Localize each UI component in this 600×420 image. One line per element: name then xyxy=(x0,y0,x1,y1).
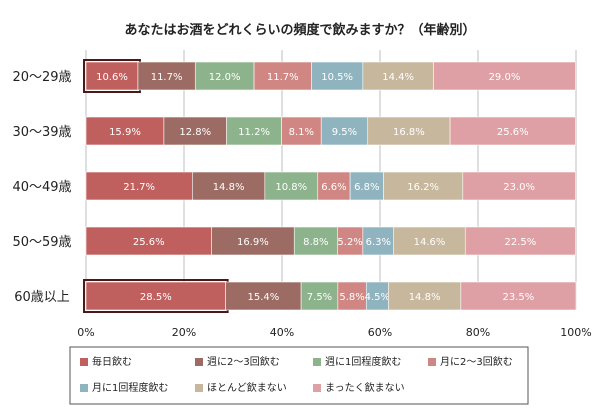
data-label: 4.5% xyxy=(365,292,390,303)
data-label: 23.0% xyxy=(503,182,535,193)
bar-segment xyxy=(163,116,227,146)
legend-swatch xyxy=(428,358,436,366)
bar-segment xyxy=(311,61,364,91)
x-tick-label: 100% xyxy=(560,326,591,339)
category-label: 30～39歳 xyxy=(12,125,71,140)
bar-segment xyxy=(137,61,196,91)
data-label: 5.8% xyxy=(339,292,364,303)
legend-label: 週に1回程度飲む xyxy=(325,355,401,368)
legend-label: まったく飲まない xyxy=(325,381,405,394)
data-label: 29.0% xyxy=(489,72,521,83)
bar-segment xyxy=(460,281,577,311)
category-label: 40～49歳 xyxy=(12,180,71,195)
data-label: 6.3% xyxy=(366,237,391,248)
bar-segment xyxy=(85,116,165,146)
bar-segment xyxy=(226,116,282,146)
bar-segment xyxy=(192,171,266,201)
data-label: 9.5% xyxy=(332,127,357,138)
x-tick-label: 40% xyxy=(270,326,294,339)
data-label: 22.5% xyxy=(504,237,536,248)
bar-segment xyxy=(362,61,434,91)
data-label: 5.2% xyxy=(337,237,362,248)
data-label: 10.5% xyxy=(321,72,353,83)
bar-segment xyxy=(337,226,364,256)
data-label: 16.8% xyxy=(393,127,425,138)
legend-swatch xyxy=(195,384,203,392)
data-label: 8.1% xyxy=(289,127,314,138)
legend-label: 月に2～3回飲む xyxy=(440,355,513,368)
x-tick-label: 0% xyxy=(77,326,94,339)
bar-segment xyxy=(85,281,226,311)
data-label: 16.2% xyxy=(407,182,439,193)
bar-segment xyxy=(433,61,576,91)
data-label: 15.4% xyxy=(247,292,279,303)
category-label: 60歳以上 xyxy=(14,290,70,305)
x-tick-label: 20% xyxy=(172,326,196,339)
x-tick-label: 80% xyxy=(466,326,490,339)
bar-segment xyxy=(85,226,212,256)
legend-box xyxy=(69,346,529,405)
bar-segment xyxy=(264,171,319,201)
legend-label: 週に2～3回飲む xyxy=(207,355,280,368)
x-axis-ticks: 0% 20% 40% 60% 80% 100% xyxy=(77,326,591,339)
legend-swatch xyxy=(313,358,321,366)
data-label: 10.8% xyxy=(275,182,307,193)
legend-swatch xyxy=(80,358,88,366)
bar-segment xyxy=(281,116,322,146)
legend-swatch xyxy=(313,384,321,392)
category-labels: 20～29歳 30～39歳 40～49歳 50～59歳 60歳以上 xyxy=(12,70,71,305)
bar-segment xyxy=(367,116,451,146)
bar-segment xyxy=(462,171,576,201)
data-label: 14.4% xyxy=(382,72,414,83)
bar-segment xyxy=(337,281,367,311)
legend-label: 毎日飲む xyxy=(92,355,132,368)
x-tick-label: 60% xyxy=(368,326,392,339)
data-label: 14.8% xyxy=(213,182,245,193)
data-label: 11.7% xyxy=(267,72,299,83)
bar-segment xyxy=(253,61,312,91)
bar-segment xyxy=(317,171,351,201)
data-label: 21.7% xyxy=(123,182,155,193)
data-label: 11.7% xyxy=(151,72,183,83)
data-label: 7.5% xyxy=(307,292,332,303)
data-label: 14.6% xyxy=(414,237,446,248)
bar-segment xyxy=(211,226,295,256)
bar-segment xyxy=(85,171,193,201)
data-label: 25.6% xyxy=(133,237,165,248)
data-label: 8.8% xyxy=(303,237,328,248)
data-label: 11.2% xyxy=(238,127,270,138)
bar-segment xyxy=(320,116,369,146)
chart-title: あなたはお酒をどれくらいの頻度で飲みますか？（年齢別） xyxy=(124,22,475,38)
data-label: 28.5% xyxy=(140,292,172,303)
bar-segment xyxy=(464,226,576,256)
bar-segment xyxy=(194,61,255,91)
data-label: 15.9% xyxy=(109,127,141,138)
data-label: 6.6% xyxy=(321,182,346,193)
data-label: 10.6% xyxy=(96,72,128,83)
category-label: 20～29歳 xyxy=(12,70,71,85)
data-label: 16.9% xyxy=(237,237,269,248)
legend-label: 月に1回程度飲む xyxy=(92,381,168,394)
bar-segment xyxy=(383,171,464,201)
data-label: 23.5% xyxy=(503,292,535,303)
legend-swatch xyxy=(80,384,88,392)
legend-label: ほとんど飲まない xyxy=(207,381,287,394)
data-label: 14.8% xyxy=(409,292,441,303)
category-label: 50～59歳 xyxy=(12,235,71,250)
bars: 10.6% 11.7% 12.0% 11.7% 10.5% 14.4% 29.0% 15.9%… xyxy=(83,59,577,313)
data-label: 12.0% xyxy=(209,72,241,83)
bar-segment xyxy=(85,61,139,91)
bar-segment xyxy=(449,116,576,146)
data-label: 6.8% xyxy=(354,182,379,193)
bar-segment xyxy=(293,226,338,256)
data-label: 25.6% xyxy=(497,127,529,138)
data-label: 12.8% xyxy=(179,127,211,138)
bar-segment xyxy=(388,281,462,311)
legend-swatch xyxy=(195,358,203,366)
